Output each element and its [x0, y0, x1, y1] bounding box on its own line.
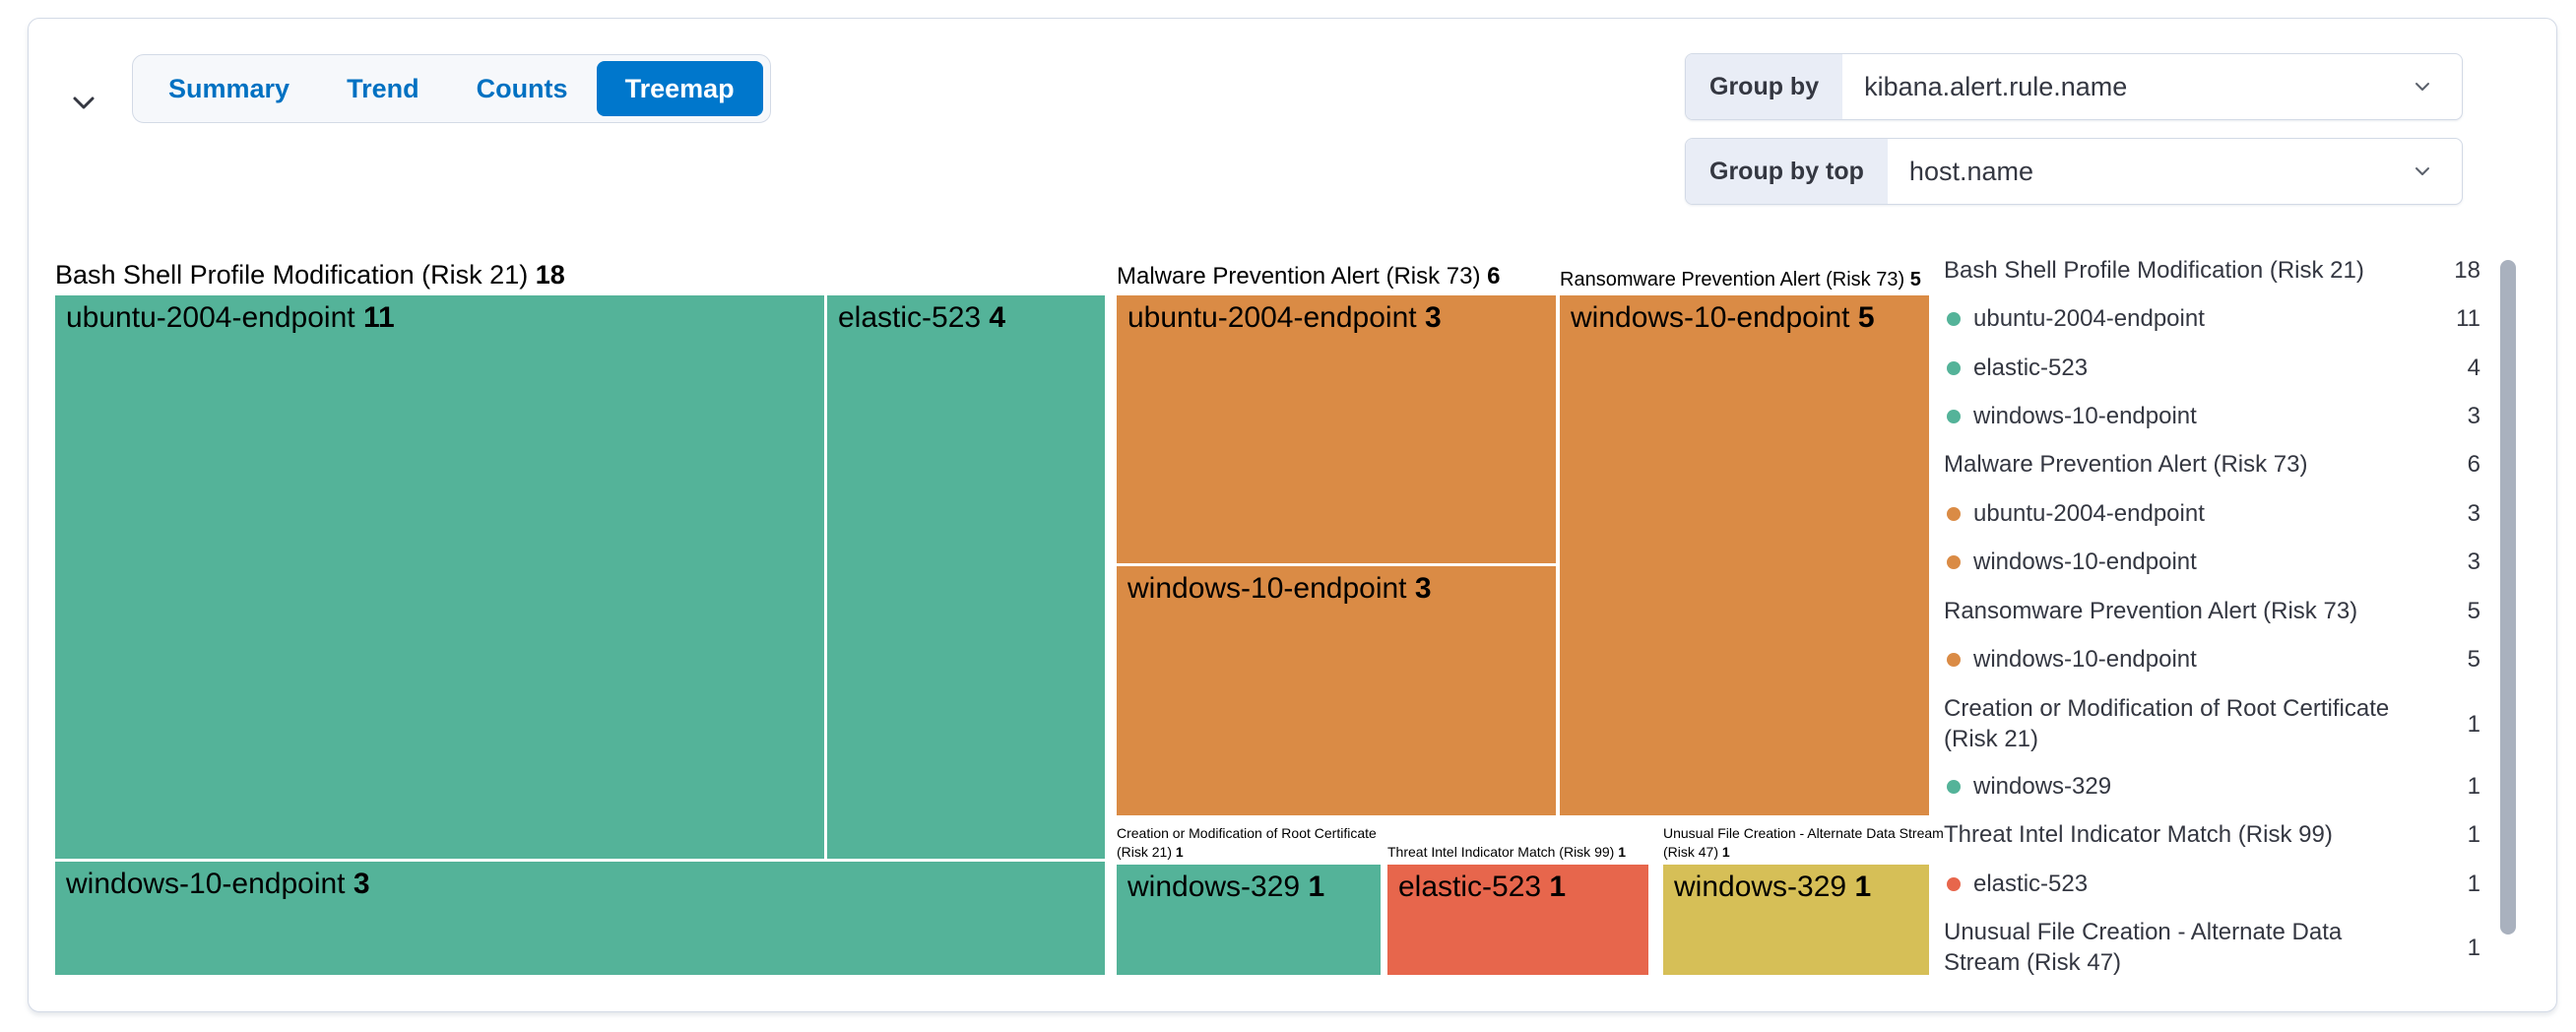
legend-count: 3 — [2467, 548, 2480, 575]
treemap-group-title: Threat Intel Indicator Match (Risk 99) 1 — [1387, 844, 1626, 860]
legend-item-row[interactable]: windows-10-endpoint 5 — [1944, 644, 2480, 675]
legend-count: 11 — [2456, 305, 2480, 332]
treemap-cell[interactable]: windows-10-endpoint 5 — [1560, 295, 1929, 815]
treemap-group-title: Bash Shell Profile Modification (Risk 21… — [55, 260, 565, 290]
legend-label: elastic-523 — [1973, 871, 2089, 897]
tab-treemap[interactable]: Treemap — [596, 61, 763, 116]
legend-count: 1 — [2467, 773, 2480, 800]
legend-count: 18 — [2454, 257, 2480, 284]
legend-header-row[interactable]: Malware Prevention Alert (Risk 73) 6 — [1944, 449, 2480, 480]
legend-header-row[interactable]: Threat Intel Indicator Match (Risk 99) 1 — [1944, 819, 2480, 850]
legend-count: 5 — [2467, 646, 2480, 673]
legend-label: windows-10-endpoint — [1973, 548, 2197, 575]
legend-label: Creation or Modification of Root Certifi… — [1944, 695, 2390, 752]
group-by-value: kibana.alert.rule.name — [1864, 71, 2128, 101]
alerts-treemap-panel: Summary Trend Counts Treemap Group by ki… — [28, 18, 2557, 1012]
legend-color-dot — [1947, 311, 1961, 326]
chevron-down-icon — [2409, 158, 2440, 185]
legend-header-row[interactable]: Ransomware Prevention Alert (Risk 73) 5 — [1944, 596, 2480, 626]
legend-item-row[interactable]: windows-10-endpoint 3 — [1944, 547, 2480, 577]
treemap-group-title: Ransomware Prevention Alert (Risk 73) 5 — [1560, 269, 1921, 290]
group-by-select[interactable]: Group by kibana.alert.rule.name — [1685, 53, 2463, 120]
treemap-cell[interactable]: ubuntu-2004-endpoint 3 — [1117, 295, 1556, 563]
legend-item-row[interactable]: ubuntu-2004-endpoint 11 — [1944, 303, 2480, 334]
legend-color-dot — [1947, 360, 1961, 375]
tab-trend[interactable]: Trend — [347, 74, 419, 103]
legend-item-row[interactable]: windows-329 1 — [1944, 771, 2480, 802]
legend-label: ubuntu-2004-endpoint — [1973, 305, 2205, 332]
legend-color-dot — [1947, 409, 1961, 423]
legend-header-row[interactable]: Unusual File Creation - Alternate Data S… — [1944, 917, 2480, 978]
group-by-top-prepend-label: Group by top — [1686, 139, 1888, 204]
legend-label: Threat Intel Indicator Match (Risk 99) — [1944, 821, 2333, 848]
legend-count: 1 — [2467, 871, 2480, 897]
legend-color-dot — [1947, 779, 1961, 794]
group-by-top-value: host.name — [1908, 156, 2033, 186]
treemap-cell[interactable]: windows-10-endpoint 3 — [55, 862, 1105, 975]
collapse-panel-button[interactable] — [58, 80, 109, 131]
legend-count: 5 — [2467, 598, 2480, 624]
legend-label: Bash Shell Profile Modification (Risk 21… — [1944, 257, 2364, 284]
legend-label: Unusual File Creation - Alternate Data S… — [1944, 919, 2343, 976]
legend-color-dot — [1947, 554, 1961, 569]
legend-label: ubuntu-2004-endpoint — [1973, 500, 2205, 527]
legend-color-dot — [1947, 652, 1961, 667]
legend-header-row[interactable]: Creation or Modification of Root Certifi… — [1944, 693, 2480, 754]
legend-count: 3 — [2467, 500, 2480, 527]
treemap-group-title: Unusual File Creation - Alternate Data S… — [1663, 825, 1944, 860]
legend-label: windows-10-endpoint — [1973, 403, 2197, 429]
group-by-top-select[interactable]: Group by top host.name — [1685, 138, 2463, 205]
treemap-cell[interactable]: ubuntu-2004-endpoint 11 — [55, 295, 824, 859]
legend-label: windows-329 — [1973, 773, 2112, 800]
legend-label: elastic-523 — [1973, 355, 2089, 381]
legend-count: 1 — [2467, 821, 2480, 848]
legend-count: 4 — [2467, 355, 2480, 381]
legend-item-row[interactable]: elastic-523 4 — [1944, 353, 2480, 383]
legend-count: 3 — [2467, 403, 2480, 429]
tab-summary[interactable]: Summary — [168, 74, 290, 103]
legend-scrollbar-thumb[interactable] — [2500, 260, 2516, 935]
legend-label: windows-10-endpoint — [1973, 646, 2197, 673]
treemap-group-title: Creation or Modification of Root Certifi… — [1117, 825, 1377, 860]
chevron-down-icon — [2409, 73, 2440, 100]
legend-item-row[interactable]: windows-10-endpoint 3 — [1944, 401, 2480, 431]
legend-count: 6 — [2467, 451, 2480, 478]
chevron-down-icon — [66, 86, 101, 126]
legend-label: Ransomware Prevention Alert (Risk 73) — [1944, 598, 2358, 624]
treemap-cell[interactable]: windows-10-endpoint 3 — [1117, 566, 1556, 815]
tab-counts[interactable]: Counts — [476, 74, 568, 103]
group-by-prepend-label: Group by — [1686, 54, 1843, 119]
chart-view-button-group: Summary Trend Counts Treemap — [132, 54, 771, 123]
legend-item-row[interactable]: ubuntu-2004-endpoint 3 — [1944, 498, 2480, 529]
legend-color-dot — [1947, 506, 1961, 521]
legend-count: 1 — [2467, 710, 2480, 738]
legend-count: 1 — [2467, 934, 2480, 961]
legend-color-dot — [1947, 876, 1961, 891]
legend-item-row[interactable]: elastic-523 1 — [1944, 869, 2480, 899]
legend-header-row[interactable]: Bash Shell Profile Modification (Risk 21… — [1944, 255, 2480, 286]
treemap-cell[interactable]: windows-329 1 — [1663, 865, 1929, 975]
treemap-cell[interactable]: elastic-523 1 — [1387, 865, 1648, 975]
treemap-cell[interactable]: windows-329 1 — [1117, 865, 1381, 975]
treemap-cell[interactable]: elastic-523 4 — [827, 295, 1105, 859]
legend-label: Malware Prevention Alert (Risk 73) — [1944, 451, 2308, 478]
treemap-group-title: Malware Prevention Alert (Risk 73) 6 — [1117, 263, 1501, 290]
